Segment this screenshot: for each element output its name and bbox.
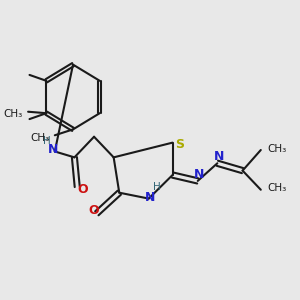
Text: CH₃: CH₃: [268, 183, 287, 193]
Text: O: O: [88, 205, 99, 218]
Text: S: S: [175, 139, 184, 152]
Text: N: N: [145, 190, 155, 204]
Text: CH₃: CH₃: [4, 109, 23, 119]
Text: H: H: [153, 182, 160, 192]
Text: O: O: [77, 183, 88, 196]
Text: N: N: [194, 168, 204, 181]
Text: CH₃: CH₃: [268, 143, 287, 154]
Text: N: N: [214, 150, 224, 163]
Text: N: N: [48, 143, 59, 157]
Text: CH₃: CH₃: [31, 133, 50, 142]
Text: H: H: [43, 136, 50, 146]
